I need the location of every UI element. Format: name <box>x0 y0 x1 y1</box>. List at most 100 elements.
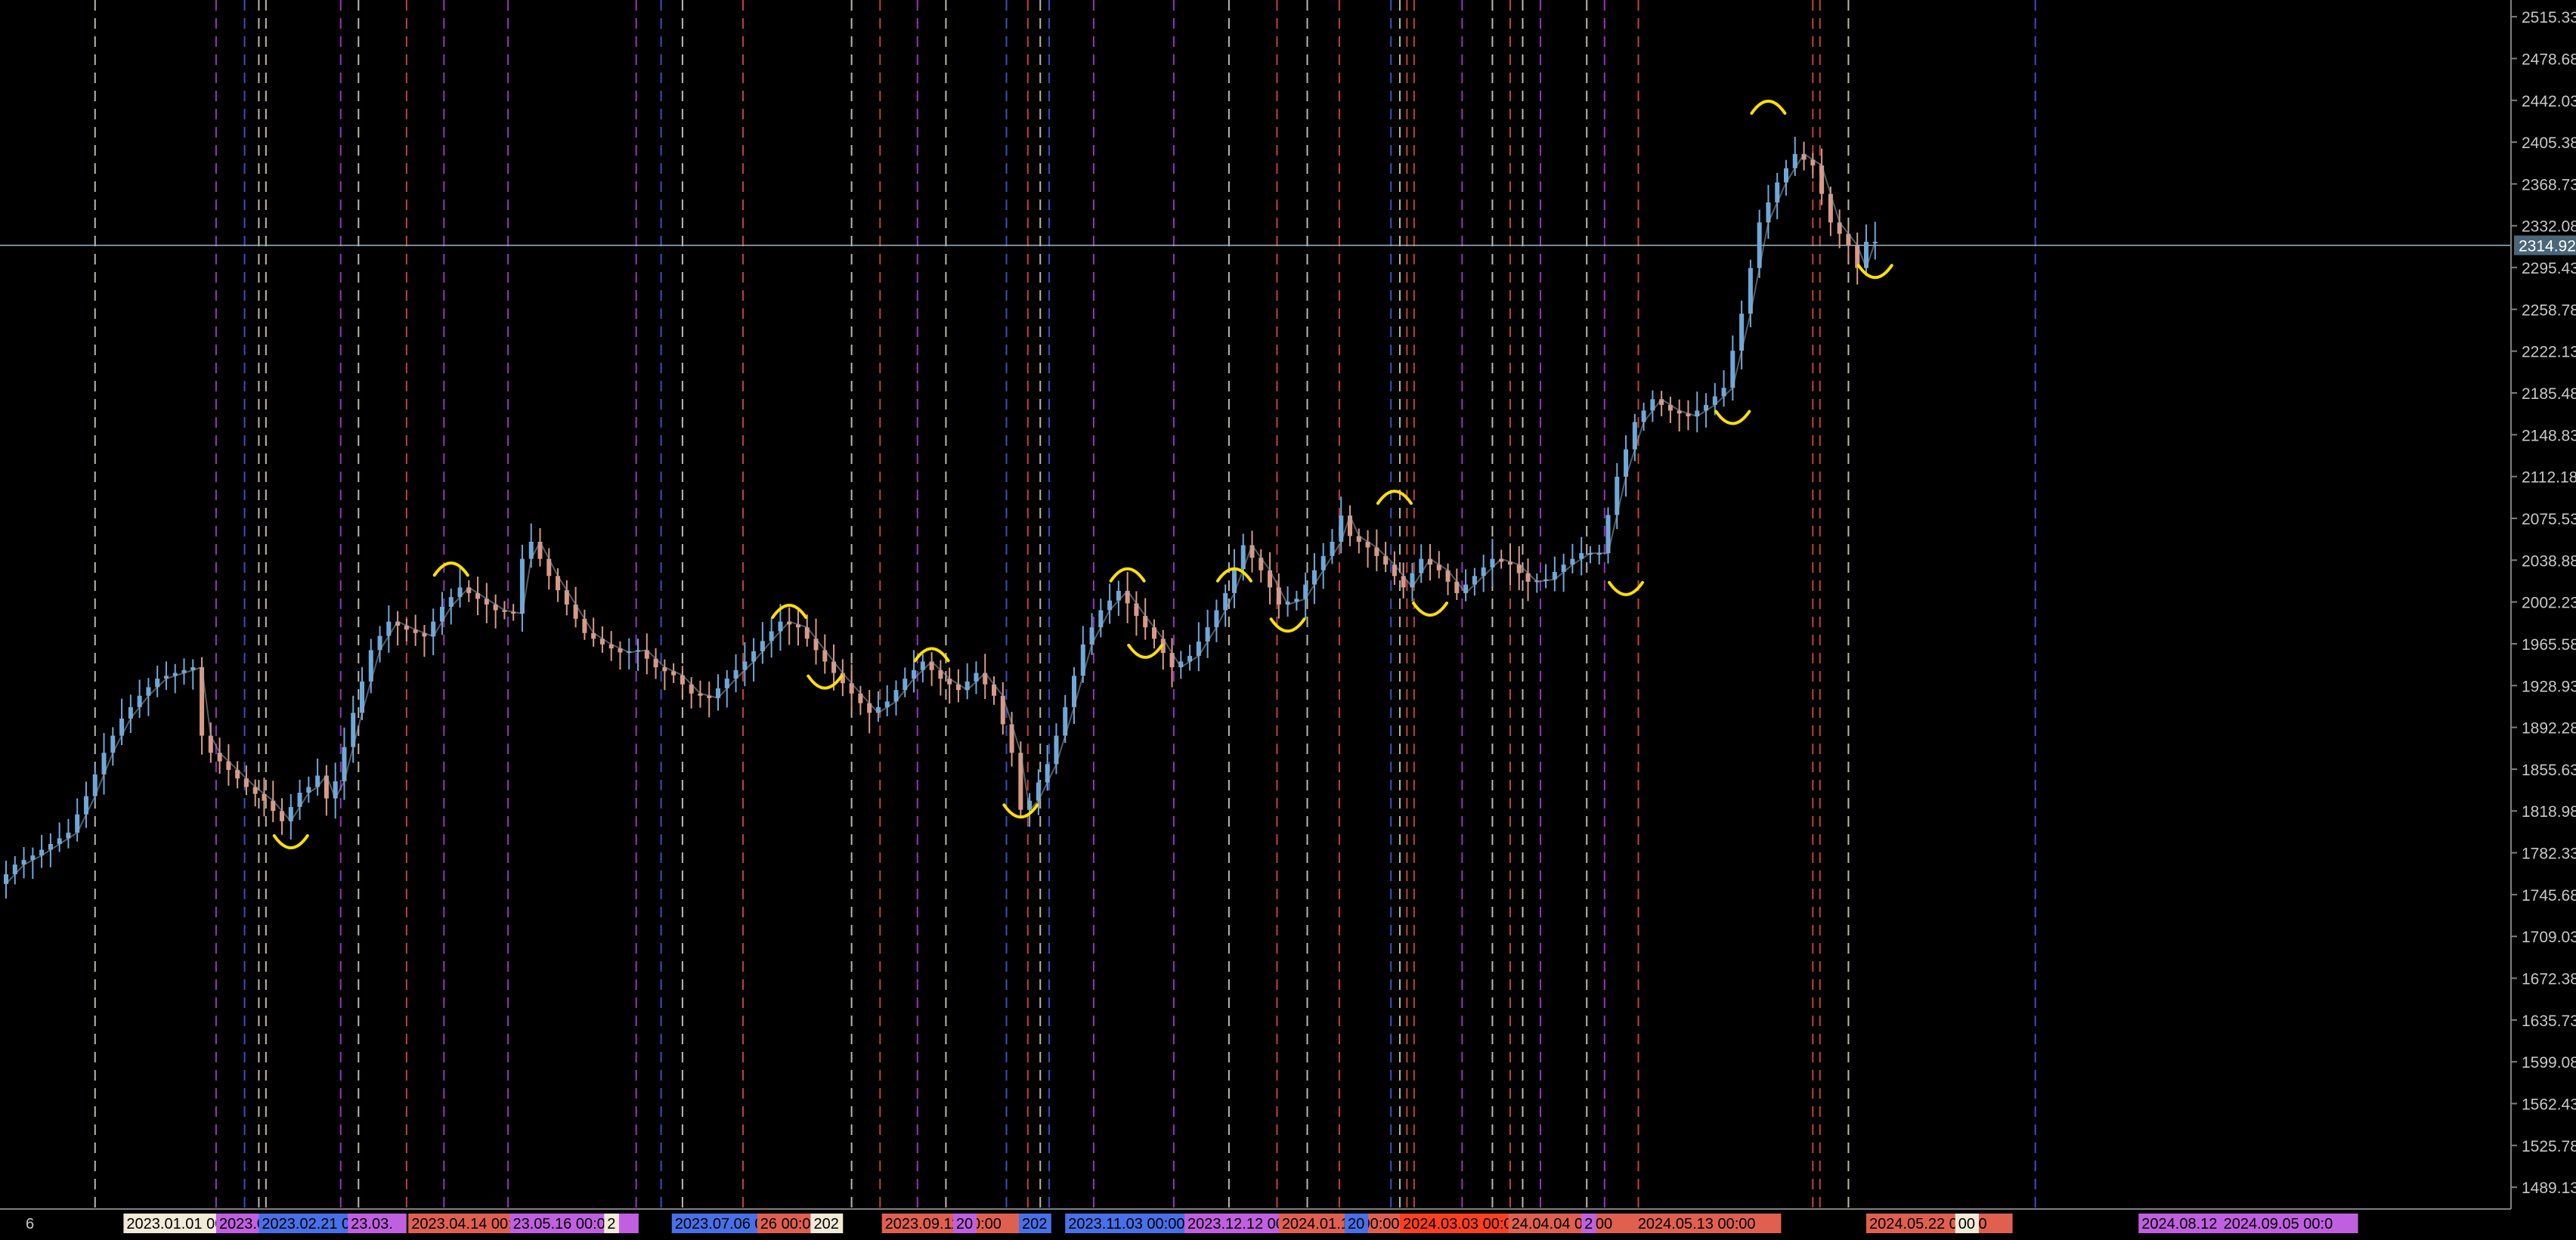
y-tick-label: 1892.28 <box>2522 720 2576 738</box>
candle-body <box>795 624 800 628</box>
candle-body <box>1249 545 1255 558</box>
candle-body <box>21 860 26 865</box>
candle-body <box>252 787 258 794</box>
candle-body <box>315 775 320 787</box>
candle-body <box>1846 233 1851 246</box>
y-tick-label: 2368.73 <box>2522 176 2576 193</box>
candle-body <box>12 864 17 874</box>
y-tick-label: 1855.63 <box>2522 762 2576 779</box>
candle-body <box>1775 182 1780 203</box>
candle-body <box>333 781 338 799</box>
y-tick-label: 1672.38 <box>2522 971 2576 988</box>
x-tick-label: 20 <box>1348 1216 1364 1232</box>
x-tick-label-bg <box>1581 1214 1596 1233</box>
candle-body <box>1863 242 1869 268</box>
candle-body <box>1481 567 1486 577</box>
candle-body <box>262 793 267 801</box>
x-tick-label: 23.03. <box>351 1216 393 1232</box>
candle-body <box>1374 547 1379 556</box>
candle-body <box>760 641 765 651</box>
y-tick-label: 1818.98 <box>2522 803 2576 821</box>
trough-marker <box>1856 264 1893 280</box>
current-price-tag <box>2514 235 2576 255</box>
candle-body <box>964 681 970 691</box>
x-tick-label: 202 <box>1022 1216 1047 1232</box>
x-tick-label: 2023.12.12 00:0 <box>1187 1216 1297 1232</box>
trough-marker <box>1269 617 1306 633</box>
x-tick-label: 24.04.04 00:00 <box>1512 1216 1612 1232</box>
candle-body <box>1143 616 1148 628</box>
candle-body <box>1428 558 1432 565</box>
candle-body <box>502 610 507 612</box>
candle-body <box>66 832 71 839</box>
candle-body <box>1837 222 1842 234</box>
candle-body <box>360 681 364 713</box>
candle-body <box>1712 396 1717 405</box>
candle-body <box>1294 598 1299 602</box>
y-tick-label: 1745.68 <box>2522 887 2576 904</box>
y-tick-label: 2515.33 <box>2522 9 2576 26</box>
candle-body <box>484 598 489 605</box>
series-line <box>5 153 1876 885</box>
candle-body <box>1819 165 1825 194</box>
y-tick-label: 2148.83 <box>2522 427 2576 444</box>
candle-body <box>1205 627 1210 642</box>
candle-body <box>48 843 53 850</box>
y-tick-label: 1635.73 <box>2522 1013 2576 1030</box>
candle-body <box>1516 564 1522 574</box>
x-tick-label: 2023.11.03 00:00 <box>1068 1216 1184 1232</box>
candle-body <box>849 683 854 694</box>
candle-body <box>324 775 329 799</box>
candle-body <box>1080 644 1085 676</box>
candle-body <box>119 718 125 736</box>
candle-body <box>1748 267 1753 314</box>
candle-body <box>716 688 720 698</box>
y-tick-label: 2075.53 <box>2522 511 2576 528</box>
candle-body <box>884 701 890 707</box>
candle-body <box>172 673 178 676</box>
candle-body <box>1641 410 1646 422</box>
y-tick-label: 2112.18 <box>2522 469 2576 487</box>
candle-body <box>680 675 685 685</box>
candle-body <box>912 669 917 679</box>
y-axis: 2515.33 2478.68 2442.03 2405.38 2368.73 2332.… <box>2510 0 2576 1209</box>
candle-body <box>1151 627 1156 639</box>
candle-body <box>386 621 392 636</box>
y-tick-label: 2478.68 <box>2522 51 2576 68</box>
candle-body <box>599 639 605 645</box>
candle-body <box>200 667 205 736</box>
candle-body <box>1579 553 1584 559</box>
candle-body <box>1214 610 1219 628</box>
candle-body <box>217 753 222 762</box>
candle-body <box>1089 627 1094 645</box>
candle-body <box>1125 590 1130 604</box>
candle-body <box>1276 587 1281 605</box>
candle-body <box>39 849 45 856</box>
candle-body <box>1472 576 1477 585</box>
candle-body <box>1410 573 1415 588</box>
x-tick-label: 2 <box>607 1216 615 1232</box>
candle-body <box>1036 782 1041 801</box>
candle-body <box>1072 676 1076 707</box>
candle-body <box>947 679 952 685</box>
y-tick-label: 2295.43 <box>2522 260 2576 277</box>
candle-body <box>1507 561 1512 565</box>
candle-body <box>893 690 899 702</box>
candle-body <box>163 676 169 679</box>
candle-body <box>1134 603 1139 617</box>
candle-body <box>1757 222 1762 268</box>
candle-body <box>1704 404 1709 411</box>
candle-body <box>1178 661 1184 668</box>
x-tick-label: 2024.03.03 00:00 <box>1403 1216 1521 1232</box>
candle-body <box>1054 735 1059 765</box>
y-tick-label: 1489.13 <box>2522 1180 2576 1197</box>
candle-body <box>591 632 596 639</box>
candle-body <box>858 693 863 703</box>
x-tick-label: 2024.09.05 00:0 <box>2224 1216 2333 1232</box>
candle-body <box>422 632 427 637</box>
candle-body <box>1650 399 1655 411</box>
candle-body <box>1730 351 1735 388</box>
x-tick-label: 2024.01.17 00:00 <box>1282 1216 1400 1232</box>
candle-body <box>1330 541 1335 556</box>
